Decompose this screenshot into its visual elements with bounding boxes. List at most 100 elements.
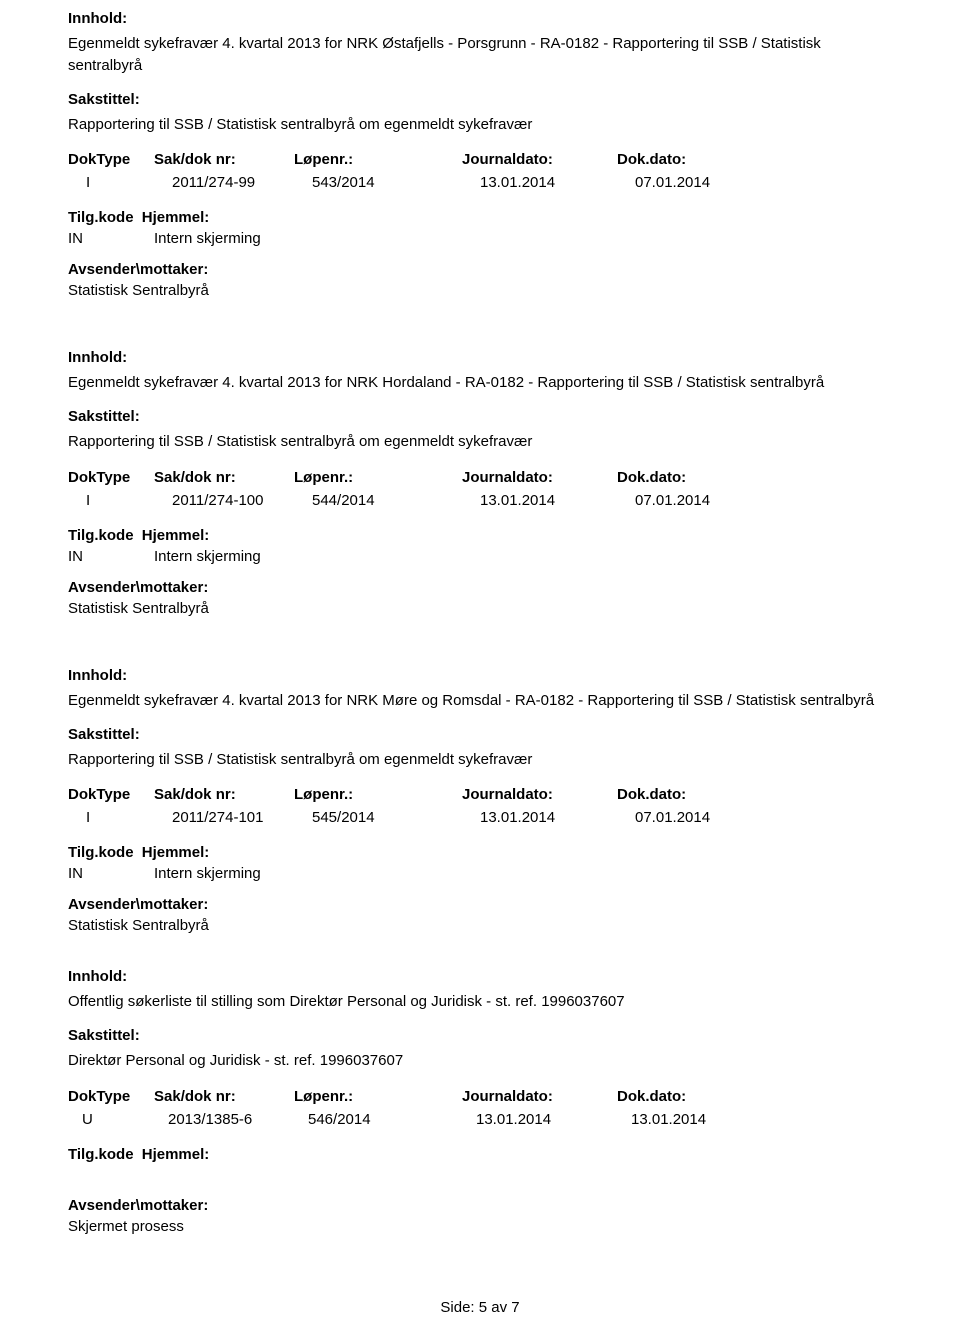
hjemmel-label: Hjemmel: <box>142 1146 210 1163</box>
sakstittel-text: Rapportering til SSB / Statistisk sentra… <box>68 749 892 771</box>
header-doktype: DokType <box>68 1088 154 1105</box>
value-dokdato: 13.01.2014 <box>631 1111 771 1128</box>
innhold-text: Offentlig søkerliste til stilling som Di… <box>68 991 892 1013</box>
hjemmel-label: Hjemmel: <box>142 209 210 226</box>
header-sakdoknr: Sak/dok nr: <box>154 786 294 803</box>
tilgkode-label: Tilg.kode <box>68 209 134 226</box>
innhold-text: Egenmeldt sykefravær 4. kvartal 2013 for… <box>68 690 892 712</box>
header-lopenr: Løpenr.: <box>294 786 462 803</box>
value-lopenr: 546/2014 <box>308 1111 476 1128</box>
header-journaldato: Journaldato: <box>462 151 617 168</box>
column-header-row: DokType Sak/dok nr: Løpenr.: Journaldato… <box>68 151 892 168</box>
value-doktype: U <box>68 1111 168 1128</box>
column-data-row: I 2011/274-101 545/2014 13.01.2014 07.01… <box>68 809 892 826</box>
entry-spacer <box>68 617 892 653</box>
value-dokdato: 07.01.2014 <box>635 809 775 826</box>
journal-entry: Innhold: Egenmeldt sykefravær 4. kvartal… <box>68 10 892 299</box>
value-sakdoknr: 2013/1385-6 <box>168 1111 308 1128</box>
innhold-label: Innhold: <box>68 349 892 366</box>
value-dokdato: 07.01.2014 <box>635 492 775 509</box>
value-lopenr: 545/2014 <box>312 809 480 826</box>
journal-entry: Innhold: Egenmeldt sykefravær 4. kvartal… <box>68 349 892 617</box>
sakstittel-label: Sakstittel: <box>68 91 892 108</box>
header-doktype: DokType <box>68 151 154 168</box>
column-data-row: U 2013/1385-6 546/2014 13.01.2014 13.01.… <box>68 1111 892 1128</box>
innhold-label: Innhold: <box>68 667 892 684</box>
value-journaldato: 13.01.2014 <box>476 1111 631 1128</box>
value-doktype: I <box>68 174 172 191</box>
value-doktype: I <box>68 809 172 826</box>
value-lopenr: 544/2014 <box>312 492 480 509</box>
hjemmel-label: Hjemmel: <box>142 844 210 861</box>
avsender-text: Statistisk Sentralbyrå <box>68 600 892 617</box>
skjerming-text: Intern skjerming <box>154 548 261 565</box>
header-dokdato: Dok.dato: <box>617 786 757 803</box>
sakstittel-text: Direktør Personal og Juridisk - st. ref.… <box>68 1050 892 1072</box>
header-lopenr: Løpenr.: <box>294 469 462 486</box>
tilgkode-label: Tilg.kode <box>68 844 134 861</box>
value-lopenr: 543/2014 <box>312 174 480 191</box>
header-doktype: DokType <box>68 469 154 486</box>
header-dokdato: Dok.dato: <box>617 1088 757 1105</box>
value-journaldato: 13.01.2014 <box>480 809 635 826</box>
value-sakdoknr: 2011/274-99 <box>172 174 312 191</box>
sakstittel-label: Sakstittel: <box>68 1027 892 1044</box>
header-journaldato: Journaldato: <box>462 1088 617 1105</box>
header-journaldato: Journaldato: <box>462 469 617 486</box>
journal-entry: Innhold: Offentlig søkerliste til stilli… <box>68 968 892 1235</box>
avsender-label: Avsender\mottaker: <box>68 1197 892 1214</box>
value-dokdato: 07.01.2014 <box>635 174 775 191</box>
header-lopenr: Løpenr.: <box>294 1088 462 1105</box>
skjerming-code: IN <box>68 865 154 882</box>
skjerming-text: Intern skjerming <box>154 865 261 882</box>
column-header-row: DokType Sak/dok nr: Løpenr.: Journaldato… <box>68 786 892 803</box>
column-data-row: I 2011/274-99 543/2014 13.01.2014 07.01.… <box>68 174 892 191</box>
innhold-label: Innhold: <box>68 968 892 985</box>
header-sakdoknr: Sak/dok nr: <box>154 469 294 486</box>
avsender-label: Avsender\mottaker: <box>68 579 892 596</box>
column-header-row: DokType Sak/dok nr: Løpenr.: Journaldato… <box>68 1088 892 1105</box>
tilgkode-row: Tilg.kode Hjemmel: <box>68 209 892 226</box>
tilgkode-row: Tilg.kode Hjemmel: <box>68 844 892 861</box>
column-data-row: I 2011/274-100 544/2014 13.01.2014 07.01… <box>68 492 892 509</box>
journal-entry: Innhold: Egenmeldt sykefravær 4. kvartal… <box>68 667 892 935</box>
header-sakdoknr: Sak/dok nr: <box>154 151 294 168</box>
header-dokdato: Dok.dato: <box>617 151 757 168</box>
skjerming-code: IN <box>68 548 154 565</box>
skjerming-row: IN Intern skjerming <box>68 865 892 882</box>
sakstittel-text: Rapportering til SSB / Statistisk sentra… <box>68 114 892 136</box>
skjerming-row: IN Intern skjerming <box>68 548 892 565</box>
entry-spacer <box>68 934 892 954</box>
tilgkode-row: Tilg.kode Hjemmel: <box>68 1146 892 1163</box>
avsender-text: Statistisk Sentralbyrå <box>68 917 892 934</box>
tilgkode-label: Tilg.kode <box>68 527 134 544</box>
tilgkode-label: Tilg.kode <box>68 1146 134 1163</box>
sakstittel-text: Rapportering til SSB / Statistisk sentra… <box>68 431 892 453</box>
value-journaldato: 13.01.2014 <box>480 492 635 509</box>
sakstittel-label: Sakstittel: <box>68 726 892 743</box>
avsender-text: Skjermet prosess <box>68 1218 892 1235</box>
value-sakdoknr: 2011/274-101 <box>172 809 312 826</box>
header-lopenr: Løpenr.: <box>294 151 462 168</box>
tilgkode-row: Tilg.kode Hjemmel: <box>68 527 892 544</box>
sakstittel-label: Sakstittel: <box>68 408 892 425</box>
journal-page: Innhold: Egenmeldt sykefravær 4. kvartal… <box>0 0 960 1334</box>
hjemmel-label: Hjemmel: <box>142 527 210 544</box>
header-sakdoknr: Sak/dok nr: <box>154 1088 294 1105</box>
column-header-row: DokType Sak/dok nr: Løpenr.: Journaldato… <box>68 469 892 486</box>
skjerming-row: IN Intern skjerming <box>68 230 892 247</box>
value-journaldato: 13.01.2014 <box>480 174 635 191</box>
innhold-text: Egenmeldt sykefravær 4. kvartal 2013 for… <box>68 372 892 394</box>
innhold-text: Egenmeldt sykefravær 4. kvartal 2013 for… <box>68 33 892 77</box>
value-sakdoknr: 2011/274-100 <box>172 492 312 509</box>
avsender-label: Avsender\mottaker: <box>68 261 892 278</box>
innhold-label: Innhold: <box>68 10 892 27</box>
header-dokdato: Dok.dato: <box>617 469 757 486</box>
header-journaldato: Journaldato: <box>462 786 617 803</box>
value-doktype: I <box>68 492 172 509</box>
page-footer: Side: 5 av 7 <box>0 1299 960 1316</box>
avsender-text: Statistisk Sentralbyrå <box>68 282 892 299</box>
skjerming-text: Intern skjerming <box>154 230 261 247</box>
entry-spacer <box>68 299 892 335</box>
avsender-label: Avsender\mottaker: <box>68 896 892 913</box>
